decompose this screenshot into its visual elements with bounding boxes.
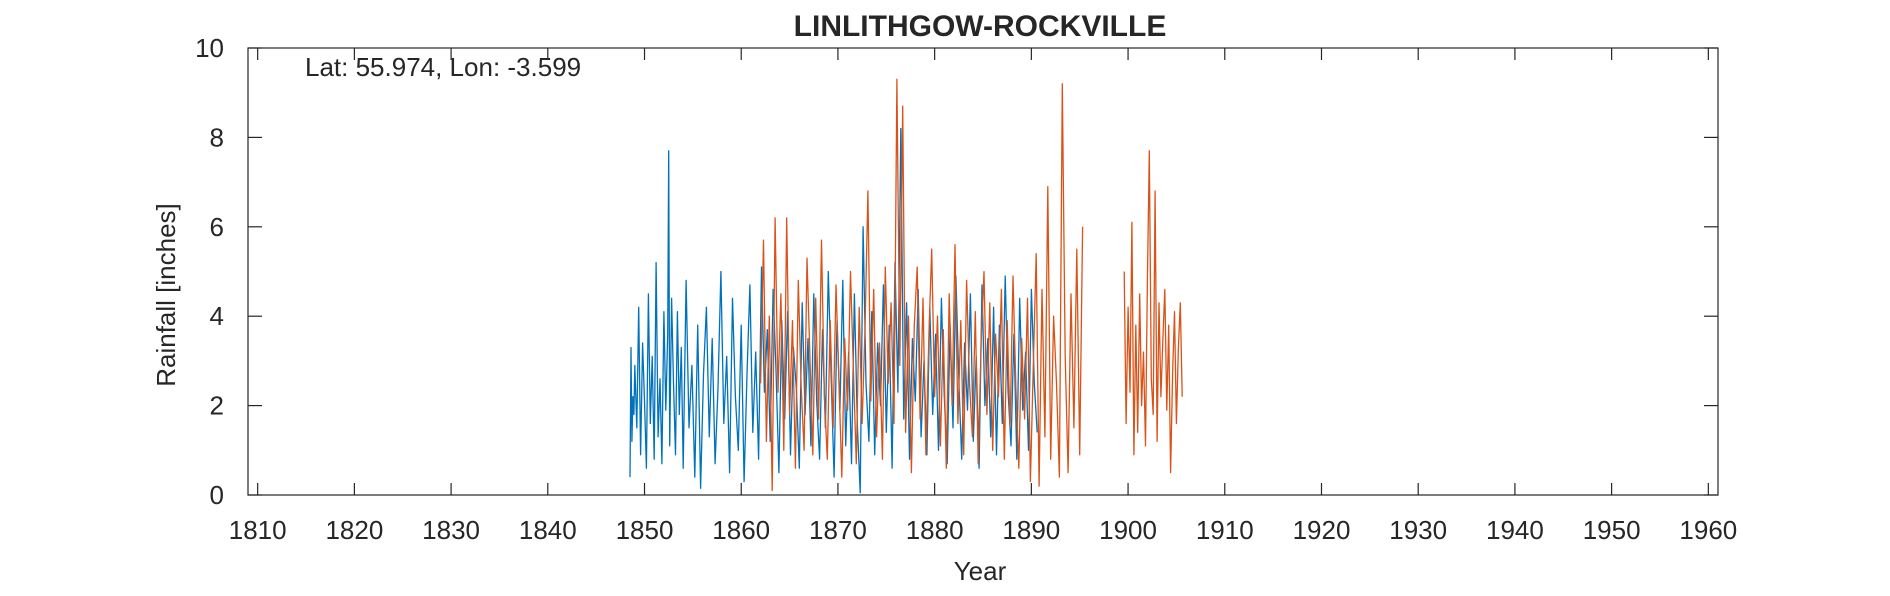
y-tick-label: 8 <box>210 122 224 152</box>
y-tick-label: 0 <box>210 480 224 510</box>
series-line-2 <box>759 78 1084 492</box>
x-tick-label: 1870 <box>809 515 867 545</box>
y-tick-label: 10 <box>195 33 224 63</box>
x-tick-label: 1820 <box>325 515 383 545</box>
plot-area <box>247 47 1719 496</box>
x-tick-label: 1850 <box>616 515 674 545</box>
y-tick-label: 4 <box>210 301 224 331</box>
x-tick-label: 1880 <box>906 515 964 545</box>
series-line-2 <box>1123 150 1183 474</box>
x-tick-label: 1920 <box>1293 515 1351 545</box>
x-tick-label: 1830 <box>422 515 480 545</box>
series-layer <box>629 78 1183 494</box>
x-tick-label: 1890 <box>1002 515 1060 545</box>
y-tick-label: 6 <box>210 212 224 242</box>
x-tick-label: 1860 <box>712 515 770 545</box>
x-tick-label: 1960 <box>1679 515 1737 545</box>
y-axis-label: Rainfall [inches] <box>151 203 181 387</box>
station-coordinates-annotation: Lat: 55.974, Lon: -3.599 <box>305 52 581 82</box>
y-tick-label: 2 <box>210 391 224 421</box>
chart-title: LINLITHGOW-ROCKVILLE <box>794 10 1167 43</box>
x-tick-label: 1940 <box>1486 515 1544 545</box>
x-tick-label: 1900 <box>1099 515 1157 545</box>
x-tick-label: 1930 <box>1389 515 1447 545</box>
x-axis: 1810 1820 1830 1840 1850 1860 1870 1880 1890 1900… <box>229 48 1737 545</box>
x-axis-label: Year <box>954 556 1007 586</box>
y-axis: 0 2 4 6 8 10 <box>195 33 1718 510</box>
x-tick-label: 1840 <box>519 515 577 545</box>
x-tick-label: 1910 <box>1196 515 1254 545</box>
series-line-1 <box>629 127 1038 494</box>
x-tick-label: 1810 <box>229 515 287 545</box>
x-tick-label: 1950 <box>1583 515 1641 545</box>
